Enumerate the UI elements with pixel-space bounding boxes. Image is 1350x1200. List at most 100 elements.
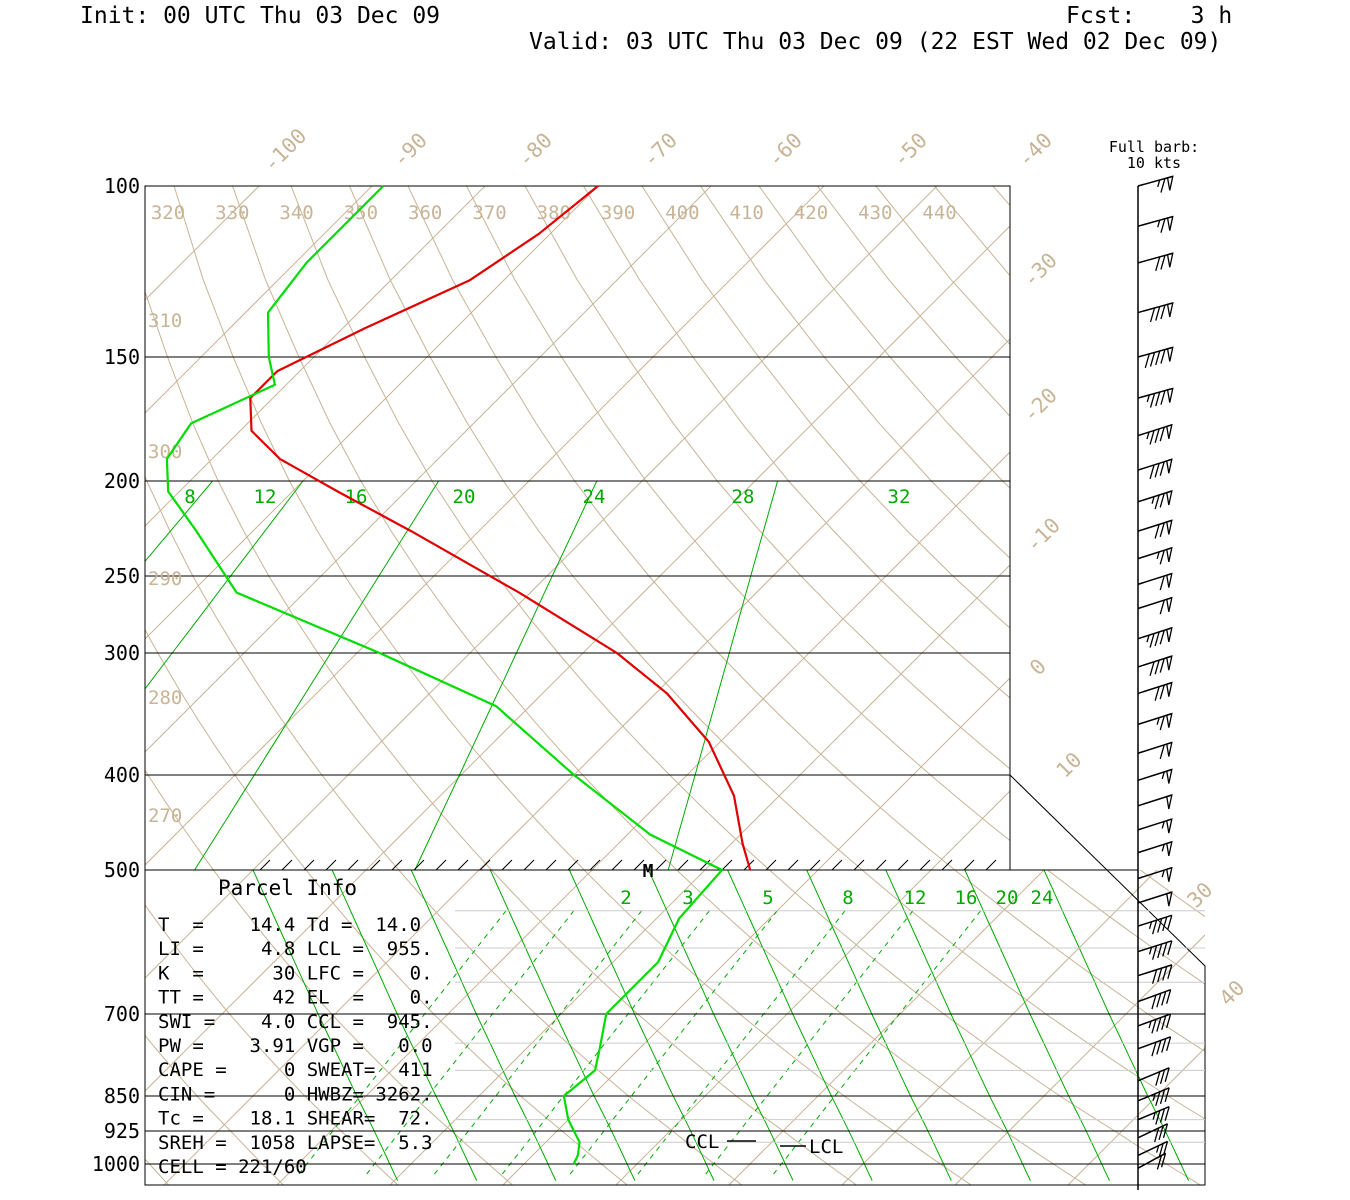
dashed-mixing-line bbox=[364, 910, 575, 1177]
barb-flag bbox=[1154, 494, 1160, 510]
barb-flag bbox=[1158, 1143, 1164, 1158]
mixing-ratio-label: 8 bbox=[184, 486, 195, 508]
barb-pennant bbox=[1166, 681, 1173, 697]
temperature-label: -90 bbox=[388, 128, 432, 172]
dry-adiabat-line bbox=[875, 186, 1010, 346]
mixing-ratio-line bbox=[414, 480, 598, 870]
barb-flag bbox=[1159, 658, 1165, 673]
hatch-mark bbox=[501, 859, 513, 871]
barb-half-flag bbox=[1146, 394, 1150, 403]
barb-flag bbox=[1162, 916, 1168, 932]
ccl-label: CCL bbox=[685, 1131, 719, 1153]
mixing-ratio-label: 12 bbox=[254, 486, 277, 508]
hatch-mark bbox=[457, 859, 469, 871]
hatch-mark bbox=[655, 859, 667, 871]
barb-flag bbox=[1151, 919, 1158, 935]
theta-label: 360 bbox=[408, 202, 442, 224]
wind-barb bbox=[1137, 794, 1173, 810]
barb-flag bbox=[1159, 550, 1165, 565]
barb-half-flag bbox=[1161, 771, 1165, 780]
parcel-info-row: K = 30 LFC = 0. bbox=[158, 962, 433, 984]
hatch-mark bbox=[523, 859, 535, 871]
isotherm-line bbox=[930, 790, 1010, 870]
dry-adiabat-line bbox=[305, 870, 628, 1185]
lcl-label: LCL bbox=[809, 1136, 843, 1158]
dry-adiabat-line bbox=[861, 870, 1205, 1120]
dry-adiabat-line bbox=[676, 870, 1086, 1185]
wind-barb bbox=[1137, 914, 1173, 935]
hatch-mark bbox=[721, 859, 733, 871]
temperature-label: -50 bbox=[888, 128, 932, 172]
barb-half-flag bbox=[1161, 821, 1165, 829]
barb-pennant bbox=[1166, 252, 1174, 268]
parcel-info-box: Parcel Info T = 14.4 Td = 14.0LI = 4.8 LC… bbox=[158, 876, 433, 1178]
pressure-tick-label: 850 bbox=[104, 1084, 140, 1108]
barb-flag bbox=[1161, 1015, 1167, 1030]
hatch-mark bbox=[325, 859, 337, 871]
wind-barb bbox=[1137, 1087, 1170, 1106]
chart-frame bbox=[144, 185, 1206, 1186]
isotherm-line bbox=[145, 186, 147, 188]
dry-adiabat-line bbox=[0, 186, 54, 1185]
barb-flag bbox=[1160, 304, 1166, 320]
barb-pennant bbox=[1166, 175, 1174, 191]
barb-flag bbox=[1159, 715, 1165, 731]
hatch-mark bbox=[853, 859, 865, 871]
barb-flag bbox=[1157, 967, 1163, 983]
hatch-mark bbox=[875, 859, 887, 871]
mixing-ratio-label: 32 bbox=[888, 486, 911, 508]
mixing-ratio-label: 20 bbox=[453, 486, 476, 508]
barb-flag bbox=[1155, 306, 1161, 321]
barb-half-flag bbox=[1152, 1093, 1156, 1101]
barb-flag bbox=[1166, 1013, 1172, 1029]
dry-adiabat-line bbox=[701, 186, 1350, 1185]
barb-flag bbox=[1151, 1041, 1157, 1057]
barb-half-flag bbox=[1156, 1145, 1160, 1153]
wind-barb bbox=[1137, 175, 1174, 193]
barb-pennant bbox=[1166, 387, 1174, 403]
barb-flag bbox=[1167, 940, 1173, 955]
isotherm-line bbox=[145, 186, 486, 527]
hatch-mark bbox=[919, 859, 931, 871]
wind-barbs bbox=[1137, 175, 1174, 1190]
dry-adiabat-line bbox=[876, 186, 1350, 1185]
mixing-ratio-label: 8 bbox=[842, 887, 853, 909]
temperature-label: -30 bbox=[1018, 248, 1062, 292]
pressure-tick-label: 250 bbox=[104, 564, 140, 588]
barb-flag bbox=[1156, 993, 1162, 1008]
barb-pennant bbox=[1166, 423, 1173, 439]
barb-flag bbox=[1151, 994, 1157, 1010]
mixing-ratio-line bbox=[0, 481, 54, 1164]
pressure-tick-label: 300 bbox=[104, 641, 140, 665]
barb-flag bbox=[1155, 1091, 1161, 1106]
wind-barb bbox=[1137, 1067, 1170, 1086]
parcel-info-row: Tc = 18.1 SHEAR= 72. bbox=[158, 1108, 433, 1130]
barb-flag bbox=[1160, 255, 1166, 270]
hatch-mark bbox=[589, 859, 601, 871]
wind-barb bbox=[1137, 302, 1174, 323]
isotherm-line bbox=[591, 451, 1010, 870]
temperature-label: -60 bbox=[763, 128, 807, 172]
dry-adiabat-line bbox=[232, 186, 678, 870]
wind-barb bbox=[1137, 458, 1173, 480]
wind-barb bbox=[1137, 346, 1174, 369]
dry-adiabat-line bbox=[398, 870, 742, 1185]
barb-flag bbox=[1159, 1108, 1166, 1123]
wind-barb bbox=[1137, 1013, 1172, 1034]
mixing-ratio-label: 24 bbox=[583, 486, 606, 508]
pressure-tick-label: 150 bbox=[104, 345, 140, 369]
mixing-ratio-label: 3 bbox=[682, 887, 693, 909]
hatch-mark bbox=[567, 859, 579, 871]
barb-flag bbox=[1166, 989, 1172, 1004]
isotherm-line bbox=[145, 186, 373, 414]
init-time: Init: 00 UTC Thu 03 Dec 09 bbox=[80, 3, 441, 29]
dry-adiabat-line bbox=[290, 186, 771, 870]
wind-barb bbox=[1137, 1105, 1170, 1125]
barb-pennant bbox=[1166, 840, 1173, 856]
isotherm-line bbox=[0, 186, 33, 1185]
barb-flag bbox=[1160, 1153, 1167, 1168]
barb-flag bbox=[1151, 945, 1158, 960]
wind-barb bbox=[1137, 712, 1173, 731]
hatch-mark bbox=[699, 859, 711, 871]
barb-half-flag bbox=[1157, 179, 1161, 188]
